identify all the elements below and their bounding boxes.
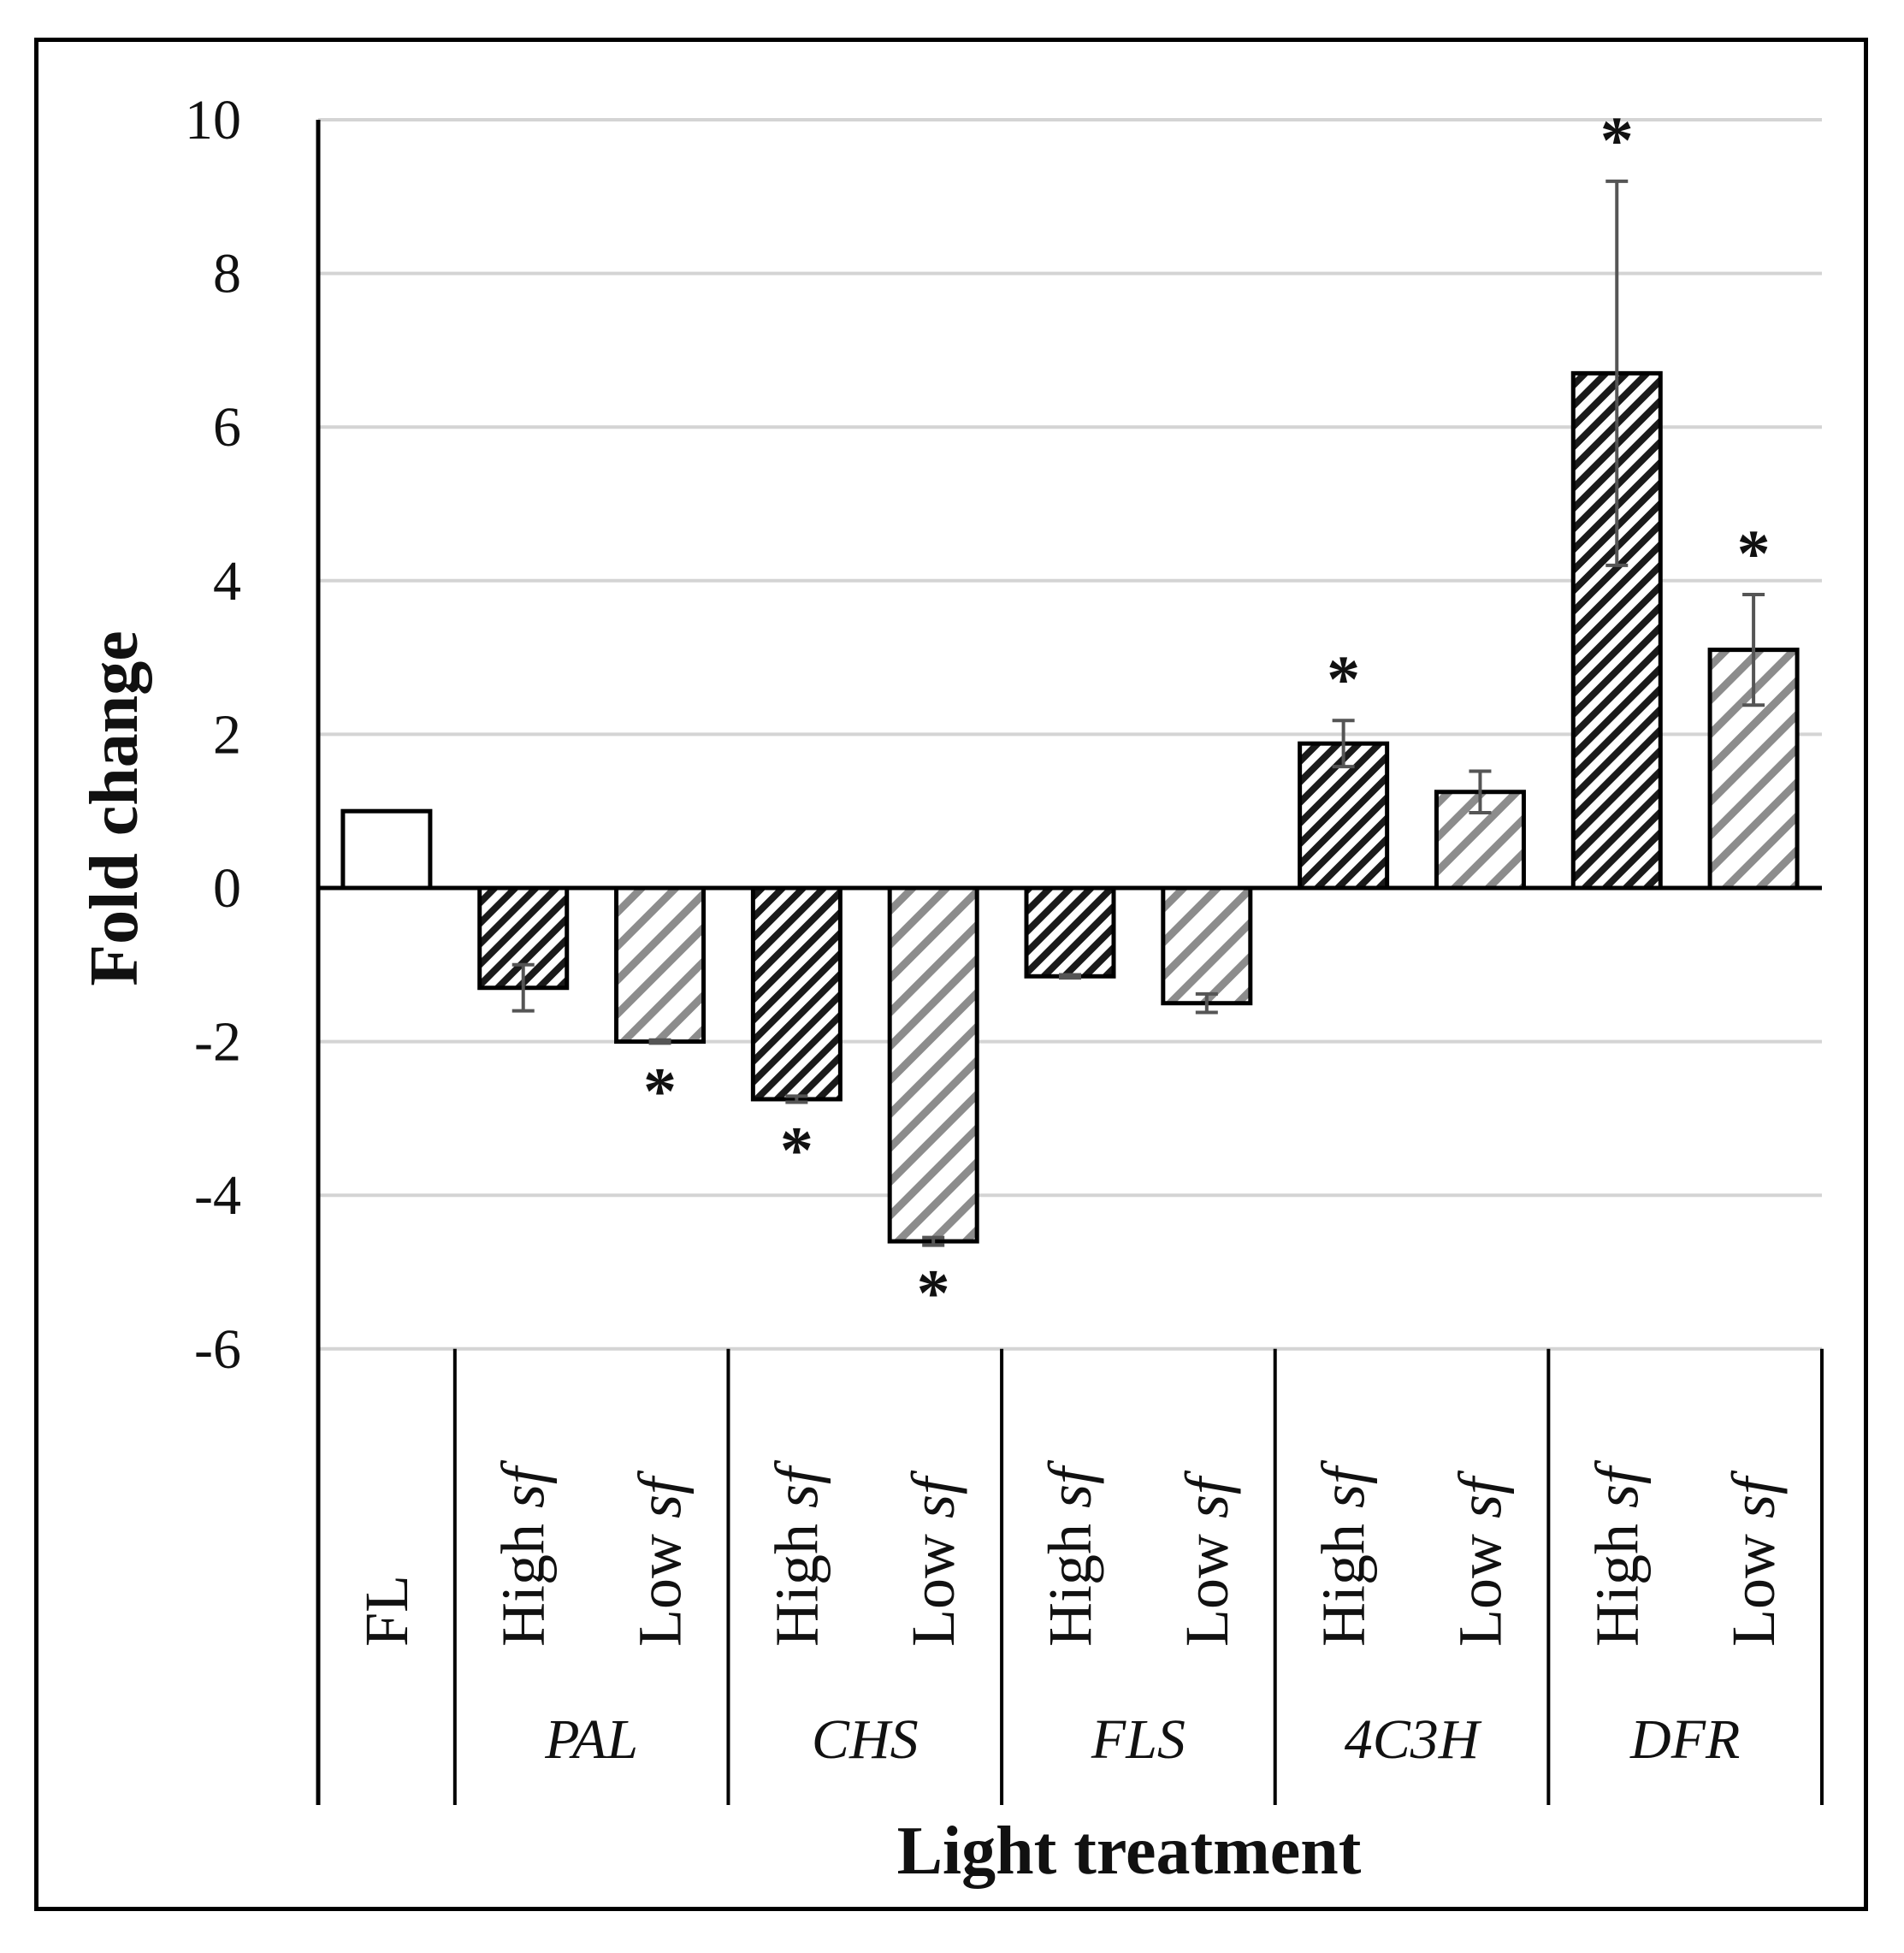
category-label: High sf [1310, 1459, 1378, 1647]
category-label: FL [352, 1575, 421, 1647]
gene-group-label: CHS [812, 1708, 919, 1771]
y-tick-label: 8 [213, 243, 241, 305]
category-label-text: High [1310, 1508, 1378, 1647]
category-label-text: Low [899, 1518, 967, 1647]
category-label-suffix: sf [626, 1470, 695, 1518]
y-tick-label: 0 [213, 857, 241, 920]
significance-marker: * [780, 1113, 813, 1187]
bar [614, 885, 707, 1045]
category-label: High sf [762, 1459, 831, 1647]
category-label-text: FL [352, 1575, 421, 1647]
y-tick-label: -6 [194, 1318, 241, 1381]
y-tick-label: 2 [213, 703, 241, 766]
category-label-suffix: sf [1173, 1470, 1241, 1518]
category-label: Low sf [1446, 1470, 1514, 1647]
category-label: High sf [489, 1459, 558, 1647]
labels: 10 8 6 4 2 0 -2 -4 -6 FL High sf * Low sf * High sf * Lo… [185, 89, 1788, 1771]
category-label-text: Low [1719, 1518, 1788, 1647]
gene-group-label: 4C3H [1345, 1708, 1482, 1771]
bars [340, 179, 1800, 1247]
category-label: Low sf [1719, 1470, 1788, 1647]
category-label-text: High [1036, 1508, 1104, 1647]
category-label-suffix: sf [1036, 1459, 1104, 1508]
category-label: High sf [1582, 1459, 1651, 1647]
gene-group-label: PAL [544, 1708, 638, 1771]
category-label-suffix: sf [899, 1470, 967, 1518]
bar [340, 808, 433, 891]
significance-marker: * [1327, 642, 1360, 716]
axes [316, 120, 1824, 1805]
category-label-text: Low [626, 1518, 695, 1647]
gene-group-label: FLS [1091, 1708, 1186, 1771]
significance-marker: * [1737, 516, 1771, 590]
bar [750, 885, 843, 1102]
y-axis-title: Fold change [77, 630, 152, 986]
category-label-suffix: sf [1446, 1470, 1514, 1518]
category-label-suffix: sf [762, 1459, 831, 1508]
category-label-text: Low [1173, 1518, 1241, 1647]
category-label-suffix: sf [1582, 1459, 1651, 1508]
y-tick-label: -4 [194, 1164, 241, 1227]
bar [1161, 885, 1253, 1006]
bar [887, 885, 979, 1244]
chart-frame [34, 38, 1868, 1911]
category-label-text: High [762, 1508, 831, 1647]
y-tick-label: -2 [194, 1011, 241, 1074]
category-label-text: High [1582, 1508, 1651, 1647]
gene-group-label: DFR [1629, 1708, 1740, 1771]
category-label-suffix: sf [489, 1459, 558, 1508]
significance-marker: * [917, 1256, 950, 1330]
bar [1024, 885, 1116, 979]
significance-marker: * [643, 1053, 677, 1127]
category-label: High sf [1036, 1459, 1104, 1647]
category-label: Low sf [899, 1470, 967, 1647]
category-label: Low sf [1173, 1470, 1241, 1647]
category-label-text: Low [1446, 1518, 1514, 1647]
significance-marker: * [1600, 103, 1634, 177]
category-label-text: High [489, 1508, 558, 1647]
x-axis-title: Light treatment [897, 1814, 1362, 1889]
y-tick-label: 10 [185, 89, 241, 151]
y-tick-label: 4 [213, 550, 241, 613]
category-label-suffix: sf [1310, 1459, 1378, 1508]
category-label-suffix: sf [1719, 1470, 1788, 1518]
category-label: Low sf [626, 1470, 695, 1647]
y-tick-label: 6 [213, 396, 241, 459]
